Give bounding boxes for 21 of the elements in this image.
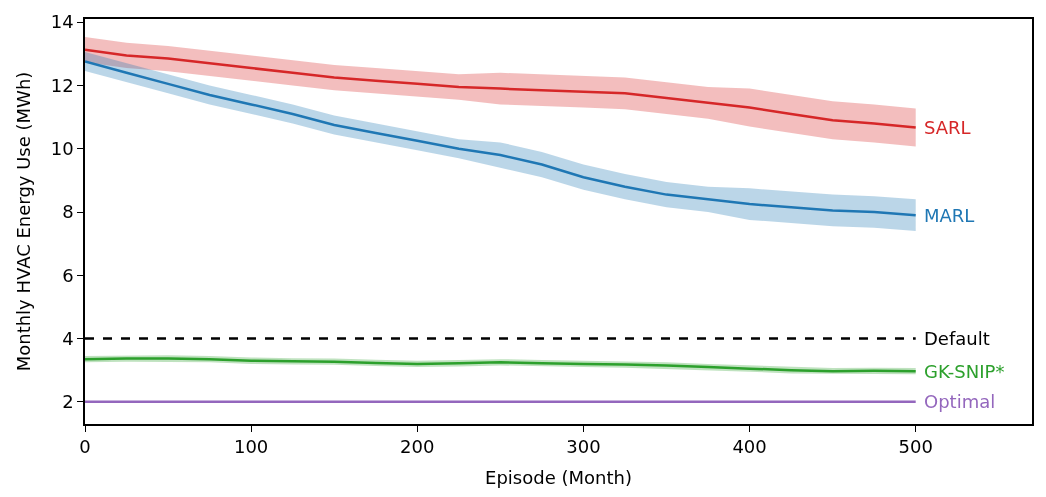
x-tick-label: 200 bbox=[400, 436, 435, 458]
x-tick-label: 300 bbox=[566, 436, 601, 458]
x-axis-title: Episode (Month) bbox=[485, 466, 632, 488]
series-label: GK-SNIP* bbox=[924, 361, 1005, 382]
y-tick-label: 6 bbox=[62, 264, 74, 286]
x-tick-label: 400 bbox=[732, 436, 767, 458]
series-label: MARL bbox=[924, 205, 975, 226]
y-tick-label: 12 bbox=[50, 74, 74, 96]
y-tick-label: 2 bbox=[62, 391, 74, 413]
y-tick-label: 4 bbox=[62, 327, 74, 349]
y-tick-label: 8 bbox=[62, 201, 74, 223]
y-axis-title: Monthly HVAC Energy Use (MWh) bbox=[13, 71, 35, 372]
y-tick-label: 10 bbox=[50, 138, 74, 160]
x-tick-label: 100 bbox=[233, 436, 269, 458]
series-label: SARL bbox=[924, 117, 971, 138]
series-label: Default bbox=[924, 328, 990, 349]
x-tick-label: 500 bbox=[898, 436, 933, 458]
y-tick-label: 14 bbox=[50, 11, 74, 33]
series-label: Optimal bbox=[924, 391, 996, 412]
line-series bbox=[85, 48, 917, 129]
x-tick-label: 0 bbox=[79, 436, 91, 458]
